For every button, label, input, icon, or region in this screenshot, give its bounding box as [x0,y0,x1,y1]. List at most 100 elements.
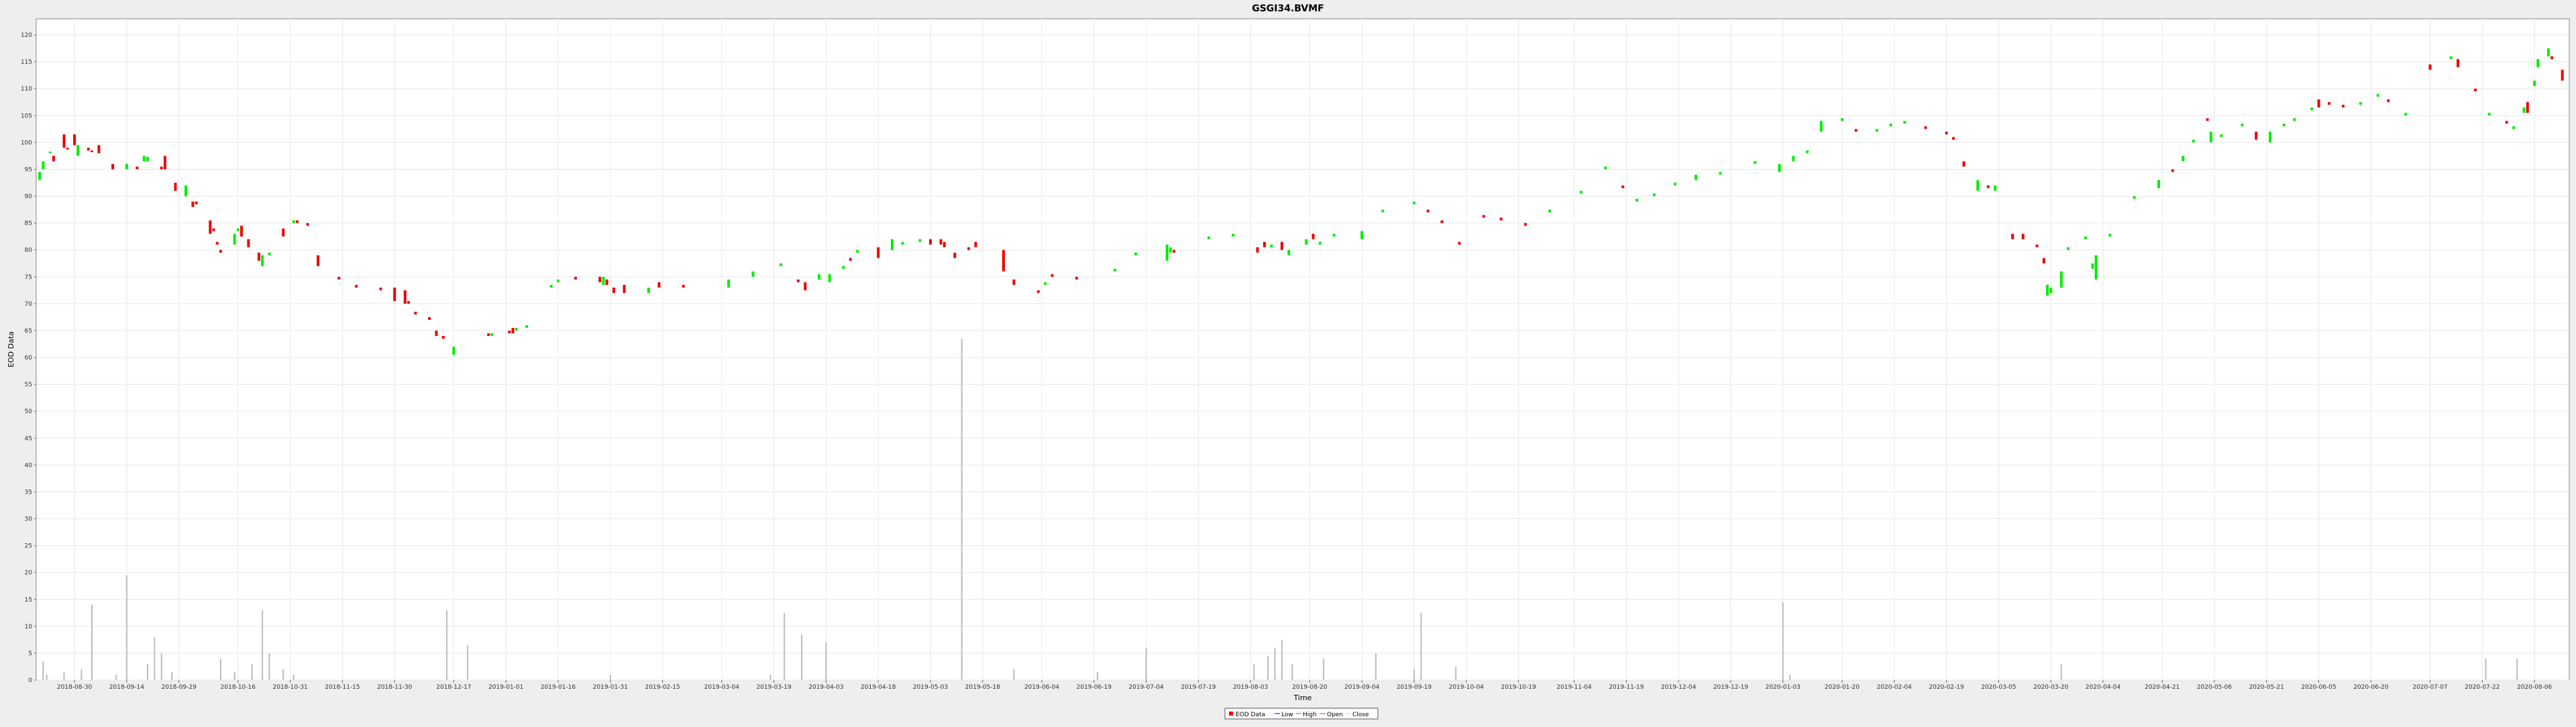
candle-up [1360,231,1364,239]
volume-bar [171,671,173,680]
candle-down [1256,247,1259,253]
x-tick-label: 2020-08-06 [2517,684,2553,691]
candle-up [2376,94,2379,97]
candle-down [428,317,431,320]
volume-bar [160,653,162,680]
x-tick-label: 2019-01-31 [593,684,628,691]
candle-down [73,134,76,146]
x-tick-label: 2019-04-03 [808,684,843,691]
volume-bar [609,674,611,680]
candle-down [2035,244,2039,247]
x-tick-label: 2020-06-05 [2301,684,2336,691]
x-tick-label: 2019-05-03 [913,684,948,691]
x-axis-label: Time [1293,693,1312,702]
volume-bar [251,663,253,680]
y-tick-label: 50 [25,408,33,415]
candle-up [2209,131,2212,143]
volume-bar [2060,663,2062,680]
volume-bar [1420,612,1422,680]
candle-up [2059,271,2063,288]
candle-down [1854,129,1858,132]
x-axis: 2018-08-30 2018-09-14 2018-09-29 2018-10-16… [57,680,2553,691]
candle-up [1792,156,1795,162]
volume-bar [1013,669,1015,680]
candle-up [1840,118,1843,121]
candle-up [1994,185,1997,191]
candle-up [890,239,894,250]
candle-up [452,346,455,355]
candle-down [2171,169,2174,172]
candle-up [1134,252,1138,256]
candle-up [142,156,146,162]
x-tick-label: 2020-04-04 [2086,684,2121,691]
volume-bars [42,338,2518,680]
candle-up [2487,113,2491,116]
x-tick-label: 2020-07-07 [2412,684,2447,691]
volume-bar [292,674,294,680]
x-tick-label: 2019-11-19 [1609,684,1644,691]
candle-down [209,220,212,234]
x-tick-label: 2018-11-30 [377,684,413,691]
candle-down [337,276,341,280]
candle-down [1458,241,1461,245]
candle-down [605,279,608,285]
candle-down [1012,279,1016,285]
candle-up [2045,284,2049,296]
x-tick-label: 2019-06-19 [1077,684,1112,691]
x-tick-label: 2019-08-03 [1233,684,1268,691]
y-tick-label: 0 [28,677,32,684]
candle-down [2457,59,2460,68]
volume-bar [1291,663,1293,680]
candle-down [219,249,222,253]
legend-label: EOD Data [1236,712,1265,718]
volume-bar [784,612,786,680]
candle-down [414,311,417,315]
y-tick-label: 90 [25,194,33,201]
candle-up [125,164,128,170]
candle-down [1986,185,1990,188]
y-tick-label: 60 [25,355,33,361]
y-tick-label: 10 [25,624,33,630]
x-tick-label: 2020-05-21 [2249,684,2284,691]
candle-down [1499,217,1503,221]
candle-up [2536,59,2540,68]
x-tick-label: 2019-07-19 [1181,684,1216,691]
x-tick-label: 2018-10-16 [221,684,256,691]
candle-up [1976,180,1980,191]
candle-down [441,335,445,339]
candle-down [257,252,260,261]
x-tick-label: 2020-03-20 [2033,684,2069,691]
candle-up [1412,201,1415,205]
volume-bar [154,636,156,680]
volume-bar [1375,653,1377,680]
y-axis-label: EOD Data [7,331,15,368]
legend-swatch [1229,712,1233,716]
candle-up [1165,244,1169,261]
candle-down [2021,233,2025,239]
x-tick-label: 2019-10-19 [1501,684,1536,691]
x-tick-label: 2020-01-03 [1766,684,1801,691]
candle-down [511,327,515,333]
candle-down [317,255,320,266]
volume-bar [1323,658,1325,680]
candle-down [1075,276,1078,280]
candle-down [974,241,977,247]
candle-up [2533,80,2536,87]
x-tick-label: 2019-03-19 [756,684,792,691]
candle-down [939,239,943,245]
x-tick-label: 2018-11-15 [325,684,360,691]
x-tick-label: 2019-05-18 [965,684,1001,691]
y-tick-label: 110 [21,86,32,93]
candle-down [2387,99,2390,103]
legend-label: Low [1281,712,1293,718]
candle-down [943,241,946,247]
candle-down [487,333,490,336]
candle-up [2094,255,2098,280]
x-tick-label: 2020-05-06 [2197,684,2233,691]
candle-up [901,241,904,245]
candle-up [2359,102,2362,105]
candle-up [1652,193,1656,197]
volume-bar [1267,655,1269,680]
candle-down [2206,118,2209,121]
candle-up [818,274,821,280]
